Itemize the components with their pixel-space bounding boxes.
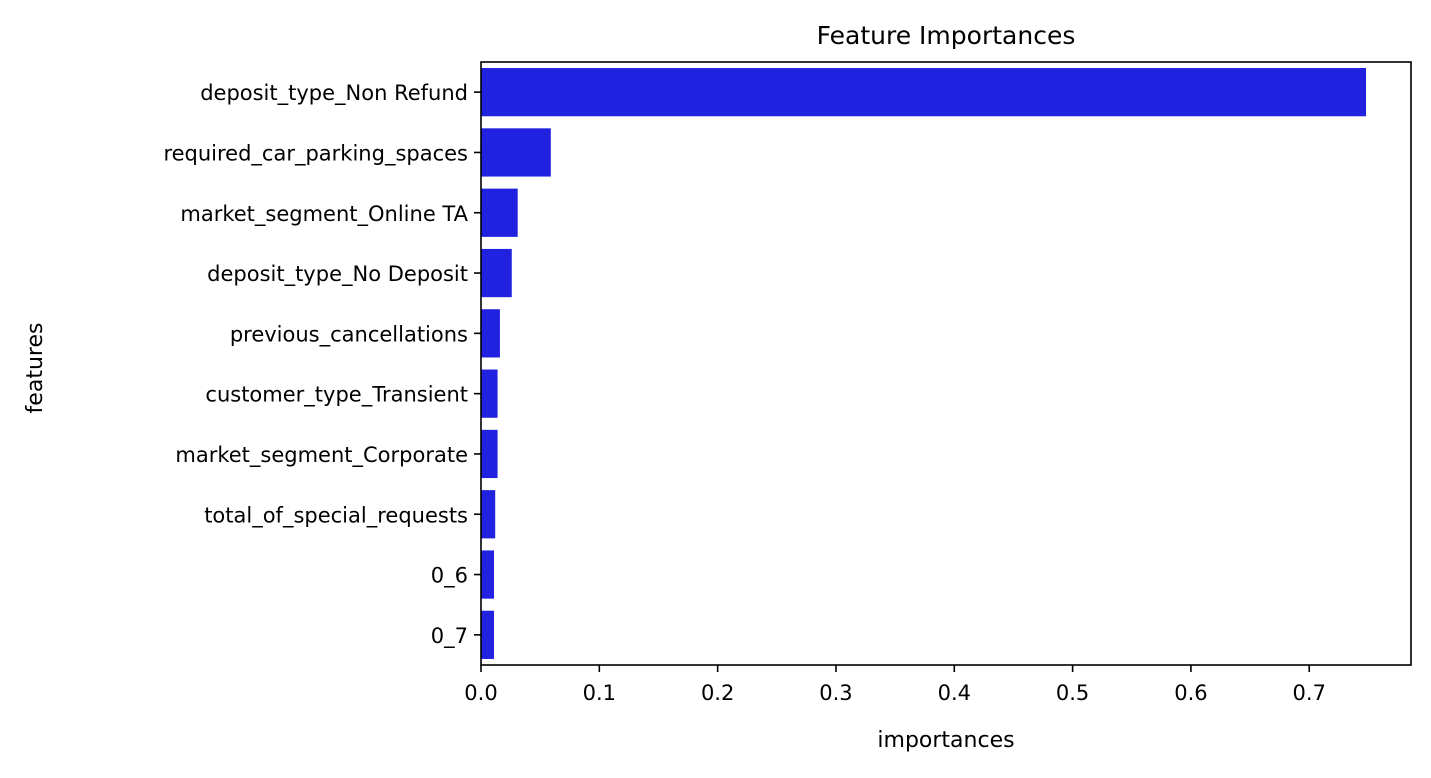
bar: [481, 490, 496, 539]
y-tick-label: total_of_special_requests: [204, 503, 468, 528]
x-tick-label: 0.4: [938, 681, 971, 705]
y-axis-label: features: [23, 323, 48, 414]
bar: [481, 369, 498, 418]
x-tick-label: 0.2: [701, 681, 734, 705]
y-tick-label: market_segment_Online TA: [180, 202, 468, 227]
y-tick-label: 0_7: [431, 624, 468, 649]
bar: [481, 188, 518, 237]
bar: [481, 550, 495, 599]
y-tick-label: 0_6: [431, 564, 468, 589]
bar: [481, 610, 495, 659]
bar: [481, 128, 551, 177]
plot-frame: [480, 61, 1412, 666]
y-tick-label: required_car_parking_spaces: [163, 141, 468, 166]
bars-layer: [481, 68, 1367, 659]
x-tick-label: 0.3: [819, 681, 852, 705]
bar: [481, 248, 512, 298]
y-tick-label: customer_type_Transient: [205, 383, 468, 408]
x-tick-label: 0.6: [1174, 681, 1207, 705]
y-tick-label: deposit_type_No Deposit: [207, 262, 468, 287]
y-tick-label: deposit_type_Non Refund: [200, 81, 468, 106]
x-axis-label: importances: [877, 728, 1014, 753]
x-tick-label: 0.7: [1293, 681, 1326, 705]
y-axis: deposit_type_Non Refund required_car_park…: [163, 81, 481, 649]
x-tick-label: 0.1: [583, 681, 616, 705]
bar: [481, 429, 498, 479]
y-tick-label: market_segment_Corporate: [175, 443, 468, 468]
y-tick-label: previous_cancellations: [230, 322, 468, 347]
bar: [481, 68, 1367, 117]
x-tick-label: 0.0: [464, 681, 497, 705]
bar: [481, 309, 500, 358]
x-tick-label: 0.5: [1056, 681, 1089, 705]
chart-title: Feature Importances: [817, 21, 1076, 50]
x-axis: 0.0 0.1 0.2 0.3 0.4 0.5 0.6 0.7: [464, 665, 1326, 705]
